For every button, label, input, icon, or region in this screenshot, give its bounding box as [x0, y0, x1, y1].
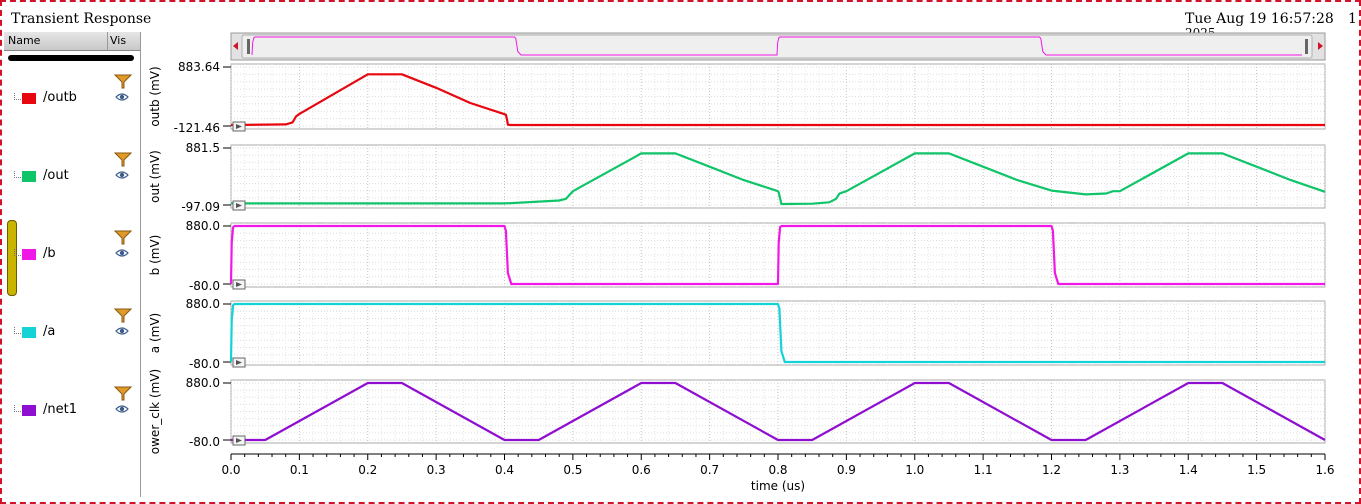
x-tick-label: 1.3: [1110, 463, 1129, 477]
page-number: 1: [1348, 11, 1357, 27]
eye-icon[interactable]: [115, 326, 129, 336]
signal-row[interactable]: /out: [4, 152, 140, 191]
signal-color-swatch[interactable]: [22, 171, 36, 182]
waveform-panel: 881.5 -97.09 out (mV): [148, 141, 1326, 214]
x-axis-label: time (us): [751, 479, 805, 493]
y-max-label: 880.0: [186, 297, 220, 311]
series-line-net1[interactable]: [231, 381, 1326, 442]
y-axis-label: outb (mV): [148, 66, 162, 126]
waveform-panel: 880.0 -80.0 b (mV): [148, 219, 1326, 293]
filter-icon[interactable]: [114, 386, 132, 401]
signal-color-swatch[interactable]: [22, 405, 36, 416]
signal-name: /out: [43, 168, 69, 183]
window-title: Transient Response: [11, 11, 152, 27]
y-max-label: 883.64: [178, 60, 220, 74]
datestamp-year: 2025: [1185, 27, 1216, 35]
signal-list-header: Name Vis: [4, 32, 140, 51]
y-min-label: -80.0: [189, 357, 220, 371]
eye-icon[interactable]: [115, 92, 129, 102]
y-axis-label: b (mV): [148, 235, 162, 276]
signal-row[interactable]: /outb: [4, 74, 140, 113]
tree-connector: [14, 327, 21, 334]
signal-list: Name Vis /outb/out/b/a/net1: [4, 32, 141, 497]
x-tick-label: 0.6: [632, 463, 651, 477]
overview-navigator[interactable]: [230, 32, 1326, 61]
filter-icon[interactable]: [114, 152, 132, 167]
datestamp: Tue Aug 19 16:57:28: [1185, 11, 1334, 27]
tree-connector: [14, 405, 21, 412]
trace-marker-icon[interactable]: [232, 121, 246, 132]
scroll-right-arrow-icon[interactable]: [1318, 42, 1323, 50]
series-line-a[interactable]: [229, 302, 1325, 364]
tree-connector: [14, 249, 21, 256]
signal-color-swatch[interactable]: [22, 249, 36, 260]
y-min-label: -80.0: [189, 435, 220, 449]
trace-marker-icon[interactable]: [232, 279, 246, 290]
trace-marker-icon[interactable]: [232, 200, 246, 211]
filter-icon[interactable]: [114, 230, 132, 245]
x-tick-label: 0.4: [495, 463, 514, 477]
filter-icon[interactable]: [114, 308, 132, 323]
y-max-label: 880.0: [186, 219, 220, 233]
y-min-label: -121.46: [174, 121, 220, 135]
y-axis-label: out (mV): [148, 150, 162, 203]
signal-group-bar[interactable]: [8, 55, 134, 61]
x-tick-label: 1.0: [905, 463, 924, 477]
x-tick-label: 1.4: [1179, 463, 1198, 477]
signal-name: /outb: [43, 90, 77, 105]
x-tick-label: 1.6: [1315, 463, 1334, 477]
eye-icon[interactable]: [115, 248, 129, 258]
x-tick-label: 1.5: [1247, 463, 1266, 477]
signal-row[interactable]: /b: [4, 230, 140, 269]
column-header-vis[interactable]: Vis: [110, 34, 127, 47]
range-handle-left[interactable]: [247, 39, 250, 54]
x-tick-label: 0.9: [837, 463, 856, 477]
eye-icon[interactable]: [115, 404, 129, 414]
x-tick-label: 0.1: [290, 463, 309, 477]
signal-name: /b: [43, 246, 56, 261]
x-tick-label: 0.3: [427, 463, 446, 477]
filter-icon[interactable]: [114, 74, 132, 89]
signal-name: /net1: [43, 402, 77, 417]
tree-connector: [14, 93, 21, 100]
trace-marker-icon[interactable]: [232, 435, 246, 446]
x-tick-label: 0.0: [221, 463, 240, 477]
waveform-panel: 880.0 -80.0 ower_clk (mV): [148, 369, 1326, 454]
x-axis: 0.0 0.1 0.2 0.3 0.4 0.5 0.6 0.7 0.8 0.9 1.0 1.1 1.2 1…: [221, 453, 1335, 493]
series-line-b[interactable]: [229, 224, 1325, 286]
signal-row[interactable]: /net1: [4, 386, 140, 425]
x-tick-label: 1.1: [974, 463, 993, 477]
x-tick-label: 0.8: [768, 463, 787, 477]
signal-color-swatch[interactable]: [22, 327, 36, 338]
y-min-label: -80.0: [189, 279, 220, 293]
tree-connector: [14, 171, 21, 178]
series-line-outb[interactable]: [230, 73, 1325, 127]
trace-marker-icon[interactable]: [232, 357, 246, 368]
eye-icon[interactable]: [115, 170, 129, 180]
waveform-panel: 883.64 -121.46 outb (mV): [148, 60, 1326, 135]
x-tick-label: 0.2: [358, 463, 377, 477]
x-tick-label: 0.5: [563, 463, 582, 477]
list-scroll-thumb[interactable]: [7, 220, 17, 296]
y-max-label: 880.0: [186, 376, 220, 390]
column-divider[interactable]: [107, 32, 108, 50]
signal-name: /a: [43, 324, 56, 339]
signal-row[interactable]: /a: [4, 308, 140, 347]
y-axis-label: a (mV): [148, 313, 162, 353]
y-min-label: -97.09: [181, 200, 220, 214]
signal-color-swatch[interactable]: [22, 93, 36, 104]
series-line-out[interactable]: [231, 152, 1326, 206]
x-tick-label: 0.7: [700, 463, 719, 477]
range-handle-right[interactable]: [1305, 39, 1308, 54]
x-tick-label: 1.2: [1042, 463, 1061, 477]
overview-trace: [251, 36, 1302, 56]
column-header-name[interactable]: Name: [8, 34, 41, 47]
waveform-panel: 880.0 -80.0 a (mV): [148, 297, 1326, 371]
y-max-label: 881.5: [186, 141, 220, 155]
y-axis-label: ower_clk (mV): [148, 369, 162, 454]
scroll-left-arrow-icon[interactable]: [233, 42, 238, 50]
